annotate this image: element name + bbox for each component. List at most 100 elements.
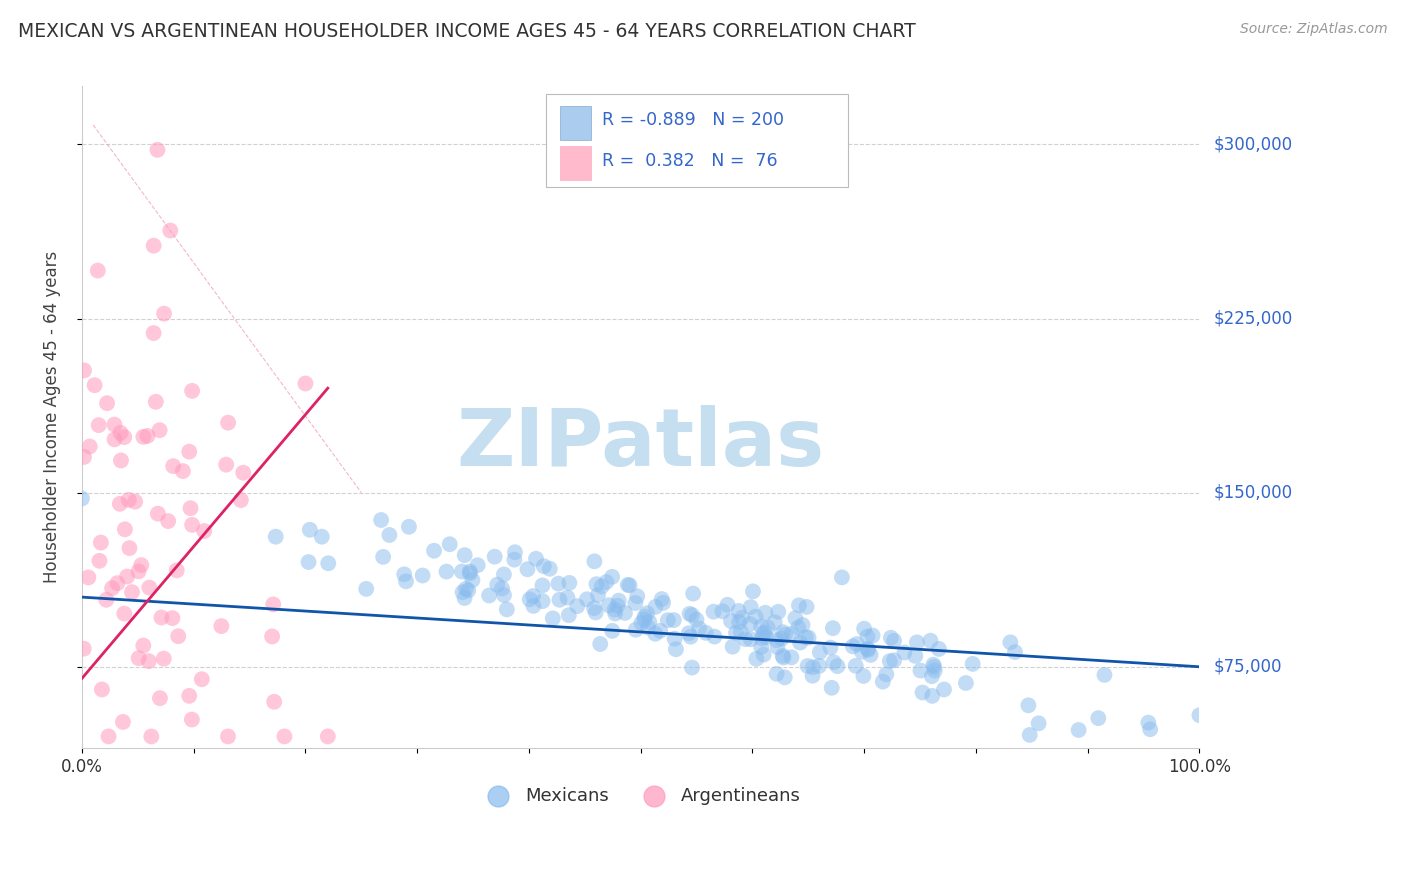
Point [765, 666, 787, 681]
Point [589, 637, 612, 651]
Point [630, 615, 652, 630]
Point [695, 625, 717, 640]
Point [1137, 715, 1160, 730]
Point [679, 630, 702, 644]
Point [451, 565, 474, 579]
Point [181, 517, 204, 532]
Point [96, 592, 118, 607]
Point [842, 640, 865, 654]
Point [797, 631, 820, 645]
Point [159, 223, 181, 237]
Point [136, 429, 159, 443]
Point [179, 689, 201, 703]
Point [558, 608, 581, 623]
Point [856, 641, 879, 656]
Point [467, 558, 489, 573]
Point [108, 497, 131, 511]
Point [112, 430, 135, 444]
Point [734, 632, 756, 646]
Point [851, 645, 873, 659]
Point [681, 660, 703, 674]
Point [262, 630, 284, 644]
Point [503, 545, 526, 559]
Point [827, 659, 849, 673]
Point [749, 619, 772, 633]
Point [794, 630, 817, 644]
Point [910, 664, 932, 678]
Point [1017, 698, 1039, 713]
Point [180, 713, 202, 727]
Point [101, 581, 124, 595]
Point [162, 611, 184, 625]
Point [103, 417, 125, 432]
Point [110, 425, 132, 440]
Point [613, 606, 636, 620]
Point [731, 611, 754, 625]
Point [193, 524, 215, 538]
Point [77, 570, 100, 584]
Point [711, 604, 734, 618]
Point [766, 640, 789, 654]
Point [858, 642, 880, 657]
Point [451, 585, 474, 599]
Point [157, 514, 180, 528]
Point [114, 522, 136, 536]
Point [921, 689, 943, 703]
Point [859, 648, 882, 662]
Point [740, 632, 762, 647]
Point [453, 591, 475, 605]
Point [600, 624, 623, 638]
Point [785, 611, 807, 625]
Point [73, 450, 96, 464]
Point [73, 363, 96, 377]
Point [852, 669, 875, 683]
Point [920, 633, 942, 648]
Point [583, 601, 606, 615]
Point [146, 507, 169, 521]
Point [789, 635, 811, 649]
Point [772, 625, 794, 640]
Point [398, 520, 420, 534]
Point [856, 630, 879, 644]
Point [83, 378, 105, 392]
Point [548, 592, 571, 607]
Point [921, 669, 943, 683]
Point [845, 637, 868, 651]
Point [862, 628, 884, 642]
Point [180, 501, 202, 516]
Point [678, 626, 700, 640]
Point [89, 554, 111, 568]
Point [633, 609, 655, 624]
Point [531, 578, 554, 592]
Text: ZIPatlas: ZIPatlas [457, 405, 825, 483]
Point [787, 620, 810, 634]
Point [821, 621, 844, 635]
Point [439, 537, 461, 551]
Point [392, 567, 415, 582]
Point [744, 609, 766, 624]
Point [1067, 723, 1090, 737]
Point [423, 543, 446, 558]
Point [1094, 668, 1116, 682]
Point [796, 599, 818, 614]
Point [142, 238, 165, 252]
Point [516, 562, 538, 576]
Point [531, 594, 554, 608]
Point [503, 552, 526, 566]
Point [458, 566, 481, 581]
Point [1087, 711, 1109, 725]
Point [665, 642, 688, 657]
Point [486, 577, 509, 591]
Point [316, 730, 339, 744]
Point [149, 423, 172, 437]
Point [808, 645, 831, 659]
Point [354, 582, 377, 596]
Point [883, 633, 905, 648]
Point [845, 658, 868, 673]
Point [772, 648, 794, 663]
Point [752, 648, 775, 662]
Point [605, 607, 627, 621]
Point [626, 589, 648, 603]
Point [73, 641, 96, 656]
Text: $225,000: $225,000 [1213, 310, 1292, 327]
